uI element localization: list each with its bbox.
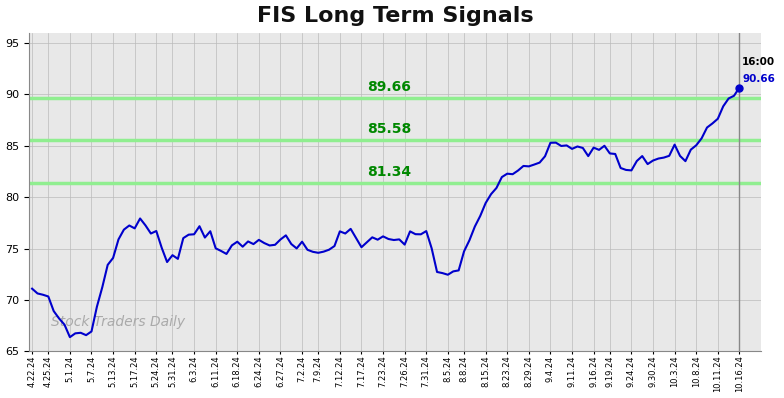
Text: Stock Traders Daily: Stock Traders Daily — [51, 315, 186, 329]
Text: 89.66: 89.66 — [367, 80, 411, 94]
Text: 81.34: 81.34 — [367, 165, 411, 179]
Text: 85.58: 85.58 — [367, 122, 412, 136]
Title: FIS Long Term Signals: FIS Long Term Signals — [257, 6, 534, 25]
Text: 16:00: 16:00 — [742, 57, 775, 67]
Text: 90.66: 90.66 — [742, 74, 775, 84]
